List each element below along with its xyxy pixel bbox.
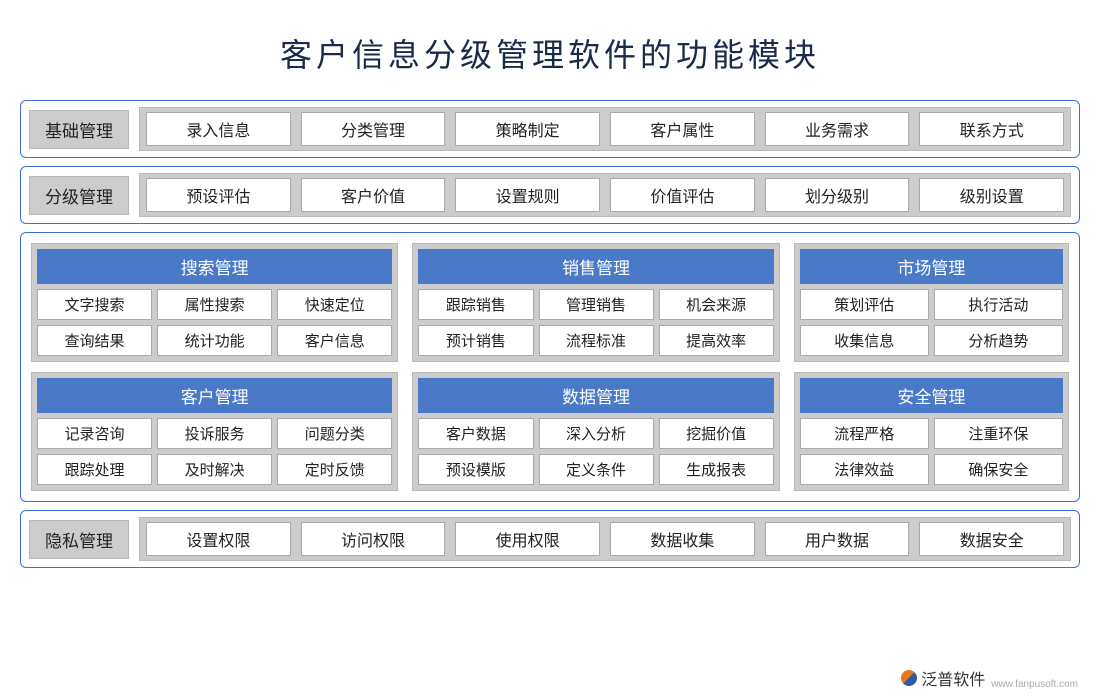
card-cell: 策划评估 xyxy=(800,289,929,320)
cards-row-2: 客户管理记录咨询投诉服务问题分类跟踪处理及时解决定时反馈数据管理客户数据深入分析… xyxy=(31,372,1069,491)
section-privacy-items: 设置权限访问权限使用权限数据收集用户数据数据安全 xyxy=(139,517,1071,561)
card-cell: 查询结果 xyxy=(37,325,152,356)
basic-item: 联系方式 xyxy=(919,112,1064,146)
card-body: 跟踪销售管理销售机会来源预计销售流程标准提高效率 xyxy=(418,289,773,356)
privacy-item: 数据收集 xyxy=(610,522,755,556)
card-header: 销售管理 xyxy=(418,249,773,284)
card-cell: 机会来源 xyxy=(659,289,774,320)
privacy-item: 用户数据 xyxy=(765,522,910,556)
card-cell: 跟踪销售 xyxy=(418,289,533,320)
basic-item: 策略制定 xyxy=(455,112,600,146)
watermark: 泛普软件 www.fanpusoft.com xyxy=(901,666,1078,690)
card-cell: 客户信息 xyxy=(277,325,392,356)
card-cell: 深入分析 xyxy=(539,418,654,449)
section-basic-items: 录入信息分类管理策略制定客户属性业务需求联系方式 xyxy=(139,107,1071,151)
card-cell: 统计功能 xyxy=(157,325,272,356)
watermark-url: www.fanpusoft.com xyxy=(991,679,1078,690)
card-cell: 流程严格 xyxy=(800,418,929,449)
card-cell: 属性搜索 xyxy=(157,289,272,320)
card-header: 客户管理 xyxy=(37,378,392,413)
card-cell: 法律效益 xyxy=(800,454,929,485)
card-cell: 生成报表 xyxy=(659,454,774,485)
card-cell: 客户数据 xyxy=(418,418,533,449)
card-cell: 流程标准 xyxy=(539,325,654,356)
card-header: 安全管理 xyxy=(800,378,1063,413)
card-header: 数据管理 xyxy=(418,378,773,413)
card-cell: 分析趋势 xyxy=(934,325,1063,356)
card: 安全管理流程严格注重环保法律效益确保安全 xyxy=(794,372,1069,491)
card: 客户管理记录咨询投诉服务问题分类跟踪处理及时解决定时反馈 xyxy=(31,372,398,491)
section-level-label: 分级管理 xyxy=(29,176,129,215)
card-cell: 定时反馈 xyxy=(277,454,392,485)
section-level-items: 预设评估客户价值设置规则价值评估划分级别级别设置 xyxy=(139,173,1071,217)
card-cell: 跟踪处理 xyxy=(37,454,152,485)
privacy-item: 数据安全 xyxy=(919,522,1064,556)
watermark-brand: 泛普软件 xyxy=(921,666,985,690)
section-privacy-label: 隐私管理 xyxy=(29,520,129,559)
basic-item: 录入信息 xyxy=(146,112,291,146)
card-cell: 及时解决 xyxy=(157,454,272,485)
card-cell: 管理销售 xyxy=(539,289,654,320)
card-cell: 确保安全 xyxy=(934,454,1063,485)
card-cell: 预设模版 xyxy=(418,454,533,485)
card-cell: 快速定位 xyxy=(277,289,392,320)
card: 市场管理策划评估执行活动收集信息分析趋势 xyxy=(794,243,1069,362)
page-title: 客户信息分级管理软件的功能模块 xyxy=(20,30,1080,76)
level-item: 级别设置 xyxy=(919,178,1064,212)
basic-item: 客户属性 xyxy=(610,112,755,146)
section-level: 分级管理 预设评估客户价值设置规则价值评估划分级别级别设置 xyxy=(20,166,1080,224)
section-grid: 搜索管理文字搜索属性搜索快速定位查询结果统计功能客户信息销售管理跟踪销售管理销售… xyxy=(20,232,1080,502)
card-cell: 投诉服务 xyxy=(157,418,272,449)
card: 搜索管理文字搜索属性搜索快速定位查询结果统计功能客户信息 xyxy=(31,243,398,362)
card: 数据管理客户数据深入分析挖掘价值预设模版定义条件生成报表 xyxy=(412,372,779,491)
card-cell: 记录咨询 xyxy=(37,418,152,449)
basic-item: 业务需求 xyxy=(765,112,910,146)
card-cell: 挖掘价值 xyxy=(659,418,774,449)
card-cell: 预计销售 xyxy=(418,325,533,356)
card-header: 市场管理 xyxy=(800,249,1063,284)
logo-icon xyxy=(901,670,917,686)
section-privacy: 隐私管理 设置权限访问权限使用权限数据收集用户数据数据安全 xyxy=(20,510,1080,568)
level-item: 客户价值 xyxy=(301,178,446,212)
level-item: 价值评估 xyxy=(610,178,755,212)
privacy-item: 访问权限 xyxy=(301,522,446,556)
card-body: 记录咨询投诉服务问题分类跟踪处理及时解决定时反馈 xyxy=(37,418,392,485)
level-item: 预设评估 xyxy=(146,178,291,212)
card-cell: 定义条件 xyxy=(539,454,654,485)
card: 销售管理跟踪销售管理销售机会来源预计销售流程标准提高效率 xyxy=(412,243,779,362)
card-cell: 执行活动 xyxy=(934,289,1063,320)
card-body: 文字搜索属性搜索快速定位查询结果统计功能客户信息 xyxy=(37,289,392,356)
card-cell: 提高效率 xyxy=(659,325,774,356)
card-body: 流程严格注重环保法律效益确保安全 xyxy=(800,418,1063,485)
level-item: 设置规则 xyxy=(455,178,600,212)
section-basic-label: 基础管理 xyxy=(29,110,129,149)
cards-row-1: 搜索管理文字搜索属性搜索快速定位查询结果统计功能客户信息销售管理跟踪销售管理销售… xyxy=(31,243,1069,362)
card-cell: 问题分类 xyxy=(277,418,392,449)
card-header: 搜索管理 xyxy=(37,249,392,284)
card-cell: 文字搜索 xyxy=(37,289,152,320)
privacy-item: 使用权限 xyxy=(455,522,600,556)
card-body: 策划评估执行活动收集信息分析趋势 xyxy=(800,289,1063,356)
card-cell: 收集信息 xyxy=(800,325,929,356)
section-basic: 基础管理 录入信息分类管理策略制定客户属性业务需求联系方式 xyxy=(20,100,1080,158)
level-item: 划分级别 xyxy=(765,178,910,212)
basic-item: 分类管理 xyxy=(301,112,446,146)
card-body: 客户数据深入分析挖掘价值预设模版定义条件生成报表 xyxy=(418,418,773,485)
card-cell: 注重环保 xyxy=(934,418,1063,449)
privacy-item: 设置权限 xyxy=(146,522,291,556)
